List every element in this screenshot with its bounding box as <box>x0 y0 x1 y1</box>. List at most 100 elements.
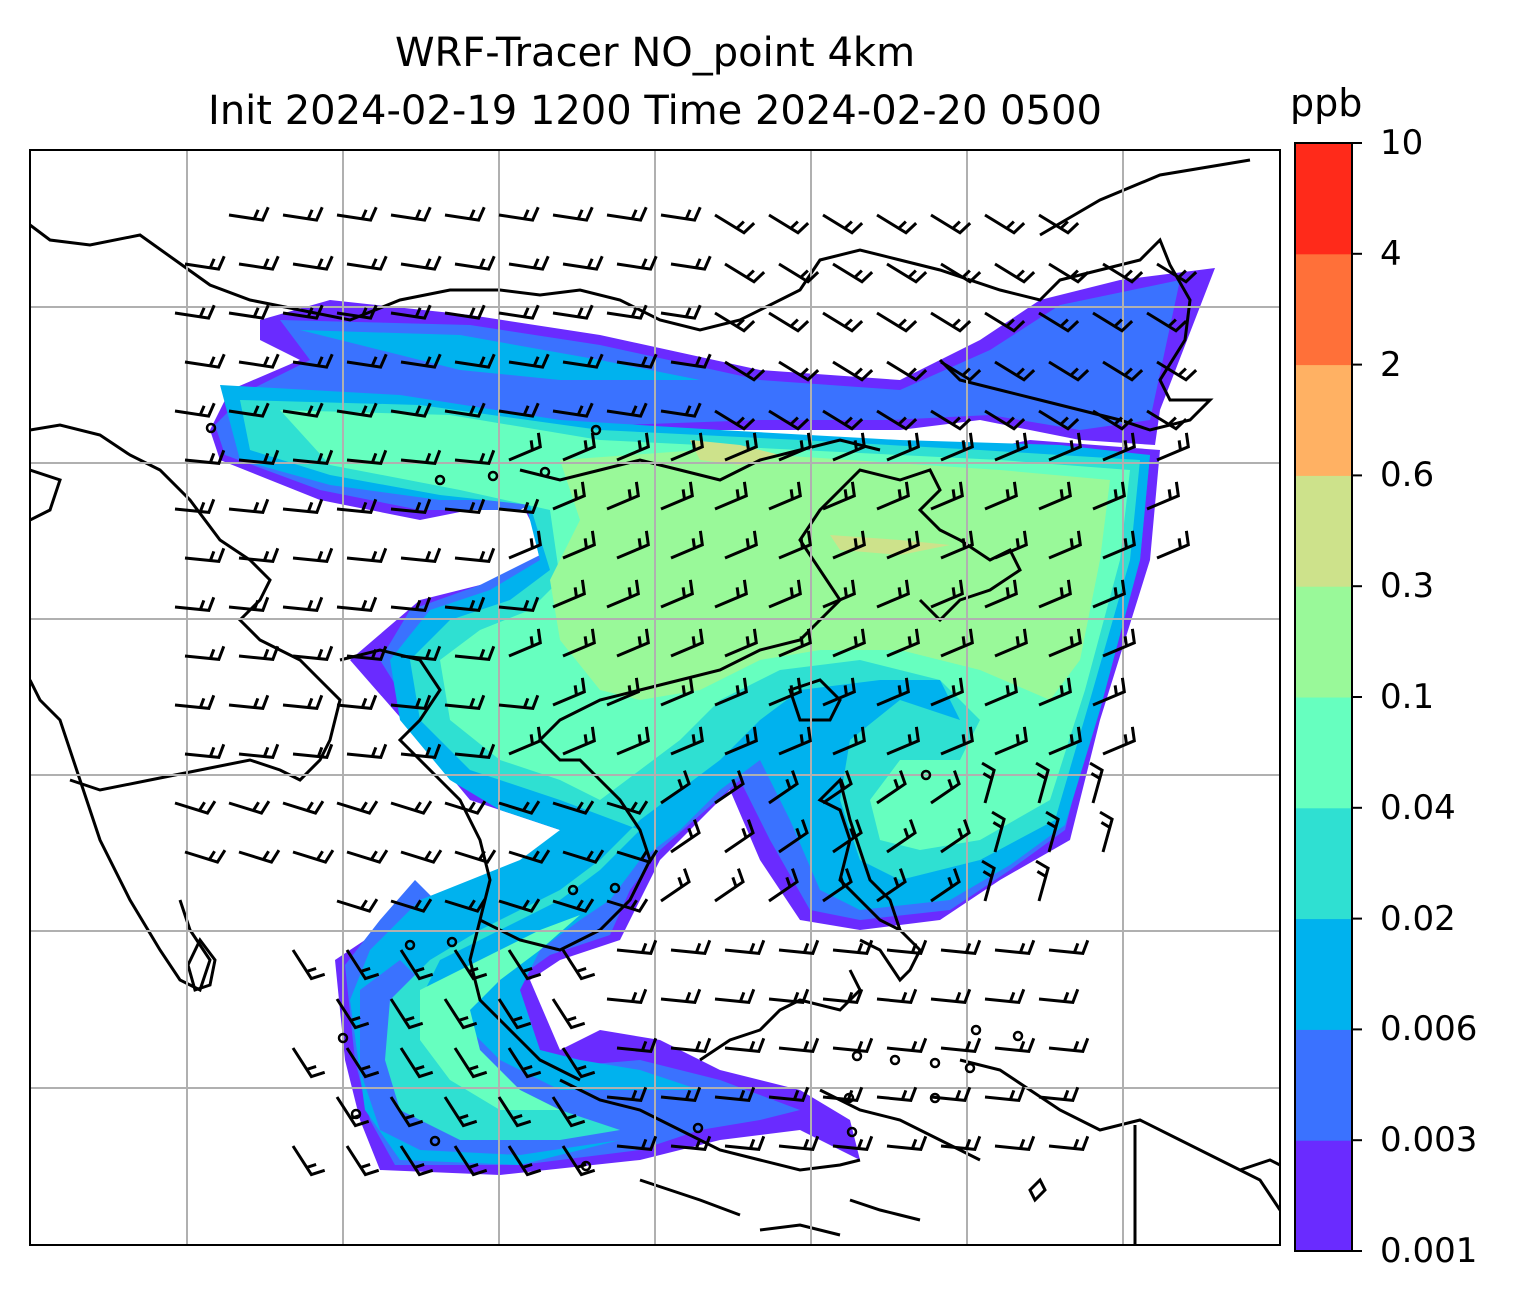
wind-barb <box>282 402 324 418</box>
wind-barb <box>443 1096 478 1128</box>
wind-barb <box>994 726 1028 756</box>
wind-barb <box>228 498 270 515</box>
wind-barb <box>876 988 918 1004</box>
wind-barb <box>876 311 918 333</box>
wind-barb <box>1048 628 1082 658</box>
wind-barb <box>940 726 974 756</box>
wind-barb <box>670 255 712 271</box>
wind-barb-calm <box>590 424 602 436</box>
wind-barb <box>822 988 864 1004</box>
wind-barb <box>822 770 853 805</box>
wind-barb <box>940 360 982 382</box>
wind-barb <box>876 409 918 431</box>
wind-barb <box>292 353 334 369</box>
wind-barb <box>346 353 388 369</box>
wind-barb <box>1035 859 1050 902</box>
wind-barb <box>336 206 378 222</box>
wind-barb <box>1102 432 1136 462</box>
wind-barb-calm <box>920 769 932 781</box>
wind-barb <box>768 311 810 333</box>
wind-barb <box>1035 761 1050 804</box>
wind-barb <box>984 311 1026 333</box>
colorbar-tick-label: 2 <box>1380 344 1402 385</box>
wind-barb-calm <box>609 882 621 894</box>
wind-barb <box>822 311 864 333</box>
wind-barb <box>606 898 649 913</box>
wind-barb <box>453 1047 488 1079</box>
wind-barb <box>930 770 961 805</box>
wind-barb <box>1048 1037 1090 1053</box>
wind-barb <box>886 1037 928 1053</box>
wind-barb <box>498 800 541 815</box>
wind-barb <box>1099 810 1114 853</box>
wind-barb <box>1092 311 1134 333</box>
wind-barb <box>1092 579 1126 609</box>
wind-barb <box>670 530 704 560</box>
wind-barb <box>606 677 640 707</box>
wind-barb <box>345 949 380 981</box>
wind-barb <box>616 726 650 756</box>
wind-barb <box>346 645 388 662</box>
wind-barb <box>616 1037 658 1053</box>
wind-barb <box>724 262 766 284</box>
wind-barb <box>345 1047 380 1079</box>
wind-barb <box>930 213 972 235</box>
wind-barb <box>660 770 691 805</box>
wind-barb <box>886 530 920 560</box>
wind-barb <box>714 311 756 333</box>
wind-barb <box>497 998 532 1030</box>
wind-barb <box>1038 481 1072 511</box>
wind-barb <box>292 743 334 760</box>
wind-barb <box>724 530 758 560</box>
wind-barb-calm <box>539 466 551 478</box>
wind-barb <box>660 1086 702 1102</box>
wind-barb <box>606 800 649 815</box>
wind-barb <box>660 402 702 418</box>
wind-barb <box>400 255 442 271</box>
wind-barb <box>940 530 974 560</box>
wind-barb <box>984 213 1026 235</box>
wind-barb <box>876 868 907 903</box>
wind-barb <box>994 432 1028 462</box>
wind-barb <box>670 819 701 854</box>
wind-barb <box>940 1037 982 1053</box>
wind-barb <box>1092 409 1134 431</box>
wind-barb <box>498 206 540 222</box>
wind-barb <box>174 694 216 711</box>
wind-barb <box>444 402 486 418</box>
wind-barb <box>606 481 640 511</box>
colorbar-tick-label: 0.6 <box>1380 455 1435 496</box>
wind-barb <box>552 481 586 511</box>
wind-barb <box>552 206 594 222</box>
wind-barb <box>1048 530 1082 560</box>
map-frame <box>29 149 1281 1246</box>
gridlines <box>30 150 1280 1245</box>
colorbar-tick-label: 0.003 <box>1380 1120 1478 1161</box>
wind-barb <box>507 1145 542 1177</box>
wind-barb <box>778 432 812 462</box>
wind-barb <box>228 694 270 711</box>
wind-barb-calm <box>970 1024 982 1036</box>
wind-barb <box>660 988 702 1004</box>
wind-barb <box>670 432 704 462</box>
wind-barb <box>876 770 907 805</box>
wind-barb <box>184 255 226 271</box>
wind-barb <box>714 988 756 1004</box>
wind-barb <box>238 645 280 662</box>
colorbar-band-6 <box>1295 475 1352 587</box>
wind-barb <box>282 498 324 515</box>
wind-barb <box>832 360 874 382</box>
wind-barb <box>507 1047 542 1079</box>
wind-barb <box>282 596 324 613</box>
wind-barb <box>768 988 810 1004</box>
wind-barb <box>886 819 917 854</box>
wind-barb <box>498 694 540 711</box>
wind-barb <box>508 726 542 756</box>
wind-barb <box>768 770 799 805</box>
wind-barb-calm <box>404 939 416 951</box>
wind-barb <box>238 743 280 760</box>
wind-barb <box>508 255 550 271</box>
wind-barb <box>984 409 1026 431</box>
plume-band-06b <box>830 535 950 555</box>
